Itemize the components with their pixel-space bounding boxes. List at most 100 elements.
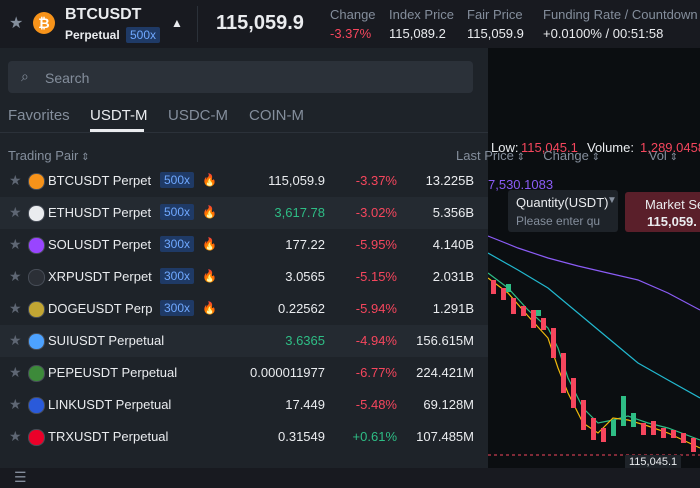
symbol[interactable]: BTCUSDT <box>65 6 142 23</box>
column-header[interactable]: Change ⇕ <box>543 148 600 163</box>
change: -6.77% <box>355 365 397 380</box>
table-row[interactable]: ★ SOLUSDT Perpet 300x 🔥 177.22 -5.95% 4.140B <box>0 229 488 261</box>
button-price: 115,059. <box>647 214 697 229</box>
last-price: 3.6365 <box>285 333 325 348</box>
table-row[interactable]: ★ PEPEUSDT Perpetual 0.000011977 -6.77% 224.… <box>0 357 488 389</box>
last-price: 0.22562 <box>278 301 325 316</box>
menu-icon[interactable]: ☰ <box>14 469 27 485</box>
table-row[interactable]: ★ LINKUSDT Perpetual 17.449 -5.48% 69.128M <box>0 389 488 421</box>
volume: 1.291B <box>432 301 474 316</box>
coin-icon <box>28 237 45 254</box>
tab[interactable]: USDT-M <box>90 107 148 124</box>
favorite-star[interactable]: ★ <box>9 204 22 220</box>
change: -5.95% <box>355 237 397 252</box>
dropdown-arrow[interactable]: ▲ <box>171 16 183 30</box>
table-row[interactable]: ★ SUIUSDT Perpetual 3.6365 -4.94% 156.615M <box>0 325 488 357</box>
table-row[interactable]: ★ DOGEUSDT Perp 300x 🔥 0.22562 -5.94% 1.291B <box>0 293 488 325</box>
sort-icon[interactable]: ⇕ <box>666 152 678 163</box>
coin-icon <box>28 301 45 318</box>
chart-area <box>488 235 700 456</box>
last-price: 17.449 <box>285 397 325 412</box>
market-panel <box>0 48 488 468</box>
tab[interactable]: Favorites <box>8 107 70 124</box>
ma-line <box>488 235 700 311</box>
hot-icon: 🔥 <box>202 237 217 251</box>
favorite-star[interactable]: ★ <box>9 332 22 348</box>
stat-value: 115,089.2 <box>389 26 446 41</box>
change: -3.37% <box>355 173 397 188</box>
change: -5.94% <box>355 301 397 316</box>
table-row[interactable]: ★ BTCUSDT Perpet 500x 🔥 115,059.9 -3.37% 13.22… <box>0 165 488 197</box>
coin-icon <box>28 205 45 222</box>
change: -5.15% <box>355 269 397 284</box>
dropdown-arrow[interactable]: ▼ <box>607 195 617 206</box>
pair-name: BTCUSDT Perpet <box>48 173 152 188</box>
sort-icon[interactable]: ⇕ <box>78 152 90 163</box>
table-row[interactable]: ★ ETHUSDT Perpet 500x 🔥 3,617.78 -3.02% 5.356B <box>0 197 488 229</box>
stat-label: Fair Price <box>467 7 523 22</box>
search-icon: ⌕ <box>21 68 29 84</box>
divider <box>197 6 198 42</box>
button-label: Market Se <box>645 197 700 212</box>
pair-name: XRPUSDT Perpet <box>48 269 152 284</box>
volume: 107.485M <box>416 429 474 444</box>
favorite-star[interactable]: ★ <box>9 300 22 316</box>
column-header[interactable]: Last Price ⇕ <box>456 148 525 163</box>
stat-value: -3.37% <box>330 26 372 41</box>
coin-icon <box>28 333 45 350</box>
pair-name: ETHUSDT Perpet <box>48 205 152 220</box>
last-price: 0.31549 <box>278 429 325 444</box>
favorite-star[interactable]: ★ <box>9 268 22 284</box>
column-header[interactable]: Vol ⇕ <box>648 148 678 163</box>
search-box[interactable] <box>8 61 473 93</box>
quantity-placeholder: Please enter qu <box>516 214 601 228</box>
market-sell-button[interactable] <box>625 192 700 232</box>
ma-value: 7,530.1083 <box>488 177 554 192</box>
favorite-star[interactable]: ★ <box>9 236 22 252</box>
coin-icon <box>28 173 45 190</box>
favorite-star[interactable]: ★ <box>9 15 24 32</box>
favorite-star[interactable]: ★ <box>9 396 22 412</box>
search-placeholder: Search <box>45 70 90 86</box>
stat-label: Index Price <box>389 7 455 22</box>
stat-value: +0.0100% / 00:51:58 <box>543 26 664 41</box>
tab[interactable]: COIN-M <box>249 107 304 124</box>
coin-icon <box>28 429 45 446</box>
coin-icon <box>28 365 45 382</box>
pair-name: SUIUSDT Perpetual <box>48 333 165 348</box>
table-row[interactable]: ★ TRXUSDT Perpetual 0.31549 +0.61% 107.485M <box>0 421 488 453</box>
quantity-input[interactable] <box>508 190 618 232</box>
ma-line <box>488 252 700 399</box>
volume-label: Volume: <box>587 140 634 155</box>
sort-icon[interactable]: ⇕ <box>588 152 600 163</box>
sort-icon[interactable]: ⇕ <box>513 152 525 163</box>
pair-name: LINKUSDT Perpetual <box>48 397 172 412</box>
leverage-badge: 300x <box>160 268 195 284</box>
volume: 69.128M <box>423 397 474 412</box>
bottom-bar <box>0 468 700 488</box>
volume: 13.225B <box>425 173 474 188</box>
coin-icon <box>28 269 45 286</box>
leverage-badge: 500x <box>160 172 195 188</box>
favorite-star[interactable]: ★ <box>9 428 22 444</box>
hot-icon: 🔥 <box>202 173 217 187</box>
leverage-badge: 500x <box>126 27 161 43</box>
hot-icon: 🔥 <box>202 205 217 219</box>
volume: 2.031B <box>432 269 474 284</box>
table-row[interactable]: ★ XRPUSDT Perpet 300x 🔥 3.0565 -5.15% 2.031B <box>0 261 488 293</box>
last-price: 3,617.78 <box>274 205 325 220</box>
pair-name: DOGEUSDT Perp <box>48 301 153 316</box>
favorite-star[interactable]: ★ <box>9 172 22 188</box>
change: -3.02% <box>355 205 397 220</box>
candles <box>491 280 696 452</box>
change: -5.48% <box>355 397 397 412</box>
header <box>0 0 700 48</box>
last-price: 177.22 <box>285 237 325 252</box>
favorite-star[interactable]: ★ <box>9 364 22 380</box>
leverage-badge: 500x <box>160 204 195 220</box>
tab[interactable]: USDC-M <box>168 107 228 124</box>
last-price: 115,059.9 <box>268 173 325 188</box>
volume: 5.356B <box>432 205 474 220</box>
last-price: 115,059.9 <box>216 12 304 34</box>
column-header[interactable]: Trading Pair ⇕ <box>8 148 90 163</box>
